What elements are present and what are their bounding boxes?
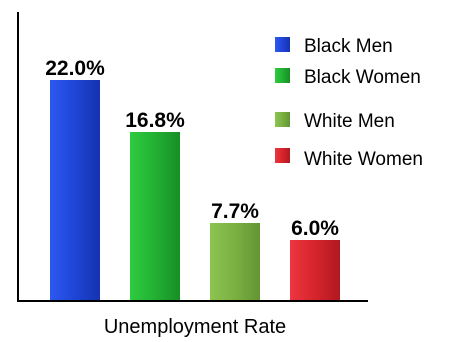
bar-white-women — [290, 240, 340, 300]
data-label-black-men: 22.0% — [45, 57, 105, 80]
legend-label-black-men: Black Men — [304, 36, 393, 57]
data-label-white-men: 7.7% — [211, 200, 259, 223]
bars-group — [50, 80, 340, 300]
bar-black-women — [130, 132, 180, 300]
data-label-white-women: 6.0% — [291, 217, 339, 240]
bar-black-men — [50, 80, 100, 300]
legend-label-white-women: White Women — [304, 149, 423, 170]
legend-label-white-men: White Men — [304, 111, 395, 132]
x-axis-label: Unemployment Rate — [104, 316, 286, 338]
legend-swatch-white-women — [275, 148, 290, 163]
data-labels-group: 22.0% 16.8% 7.7% 6.0% — [45, 57, 339, 240]
legend-label-black-women: Black Women — [304, 67, 421, 88]
legend-swatch-white-men — [275, 112, 290, 127]
legend: Black Men Black Women White Men White Wo… — [275, 36, 423, 170]
legend-swatch-black-women — [275, 68, 290, 83]
bar-white-men — [210, 223, 260, 300]
data-label-black-women: 16.8% — [125, 109, 185, 132]
legend-swatch-black-men — [275, 37, 290, 52]
